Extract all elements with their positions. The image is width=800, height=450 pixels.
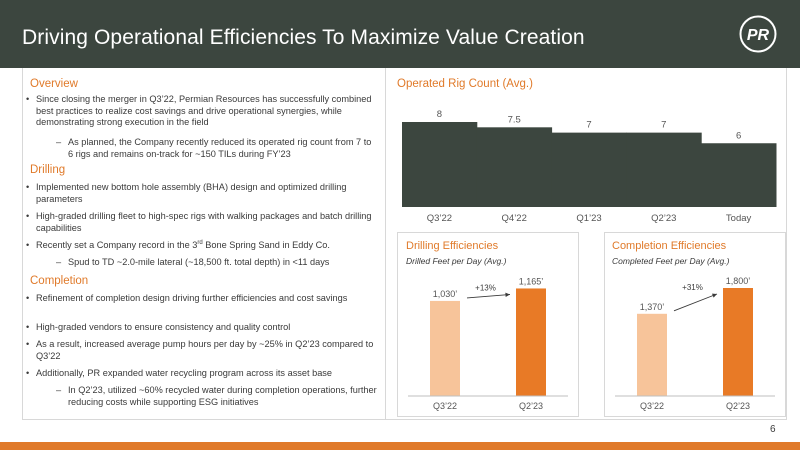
dash-icon: – [56,137,62,147]
rig-count-bar-0 [402,122,478,207]
overview-bullet-1: • Since closing the merger in Q3’22, Per… [26,94,372,127]
drilling-value-label-1: 1,165’ [519,276,544,286]
drilling-change-arrow [466,294,511,299]
drilling-bar-0 [430,300,460,396]
rig-count-label-0: 8 [437,109,442,120]
column-divider [385,68,386,420]
overview-subbullet-1: – As planned, the Company recently reduc… [56,137,372,159]
drilling-efficiency-chart: 1,030’ Q3’22 1,165’ Q2’23 +13% [408,276,568,411]
completion-chart-title: Completion Efficiencies [612,240,727,252]
page-title: Driving Operational Efficiencies To Maxi… [22,26,585,49]
completion-category-0: Q3’22 [640,401,664,411]
completion-value-label-1: 1,800’ [726,276,751,286]
drilling-panel [397,232,579,417]
rig-count-category-4: Today [726,213,752,224]
drilling-category-0: Q3’22 [433,401,457,411]
completion-panel [604,232,786,417]
drilling-change-label: +13% [475,283,496,292]
drilling-bullet-2: • High-graded drilling fleet to high-spe… [26,211,372,233]
drilling-category-1: Q2’23 [519,401,543,411]
drilling-chart-subtitle: Drilled Feet per Day (Avg.) [406,256,507,266]
completion-efficiency-chart: 1,370’ Q3’22 1,800’ Q2’23 +31% [615,276,775,411]
bullet-icon: • [26,339,30,349]
company-logo: PR [739,15,777,53]
rig-count-chart: 8 Q3’22 7.5 Q4’22 7 Q1’23 7 Q2’23 6 Today [402,109,777,224]
bullet-icon: • [26,322,30,332]
bullet-icon: • [26,211,30,221]
rig-chart-title: Operated Rig Count (Avg.) [397,78,533,90]
completion-change-label: +31% [682,283,703,292]
drilling-bullet-1: • Implemented new bottom hole assembly (… [26,182,347,204]
page-number: 6 [770,424,776,435]
bullet-icon: • [26,293,30,303]
bullet-icon: • [26,94,30,104]
footer-accent-bar [0,442,800,450]
rig-count-category-1: Q4’22 [502,213,527,224]
completion-category-1: Q2’23 [726,401,750,411]
drilling-bullet-3: • Recently set a Company record in the 3… [26,239,330,250]
completion-bullet-4: • Additionally, PR expanded water recycl… [26,368,333,378]
completion-heading: Completion [30,275,89,287]
drilling-arrowhead-icon [505,292,510,297]
completion-arrowhead-icon [712,293,717,298]
rig-count-category-0: Q3’22 [427,213,452,224]
drilling-chart-title: Drilling Efficiencies [406,240,499,252]
completion-value-label-0: 1,370’ [640,302,665,312]
rig-count-bar-1 [476,127,553,207]
rig-count-category-2: Q1’23 [576,213,601,224]
rig-count-label-3: 7 [661,120,666,131]
logo-text: PR [747,27,770,44]
rig-count-label-1: 7.5 [508,114,521,125]
dash-icon: – [56,385,62,395]
completion-bullet-3: • As a result, increased average pump ho… [26,339,374,361]
bullet-icon: • [26,182,30,192]
overview-heading: Overview [30,78,78,90]
completion-bar-1 [723,288,753,396]
drilling-value-label-0: 1,030’ [433,289,458,299]
completion-bullet-1: • Refinement of completion design drivin… [26,293,348,303]
rig-count-label-2: 7 [586,120,591,131]
completion-bullet-2: • High-graded vendors to ensure consiste… [26,322,291,332]
bullet-icon: • [26,368,30,378]
rig-count-bar-2 [551,132,627,207]
header-bar: Driving Operational Efficiencies To Maxi… [0,0,800,68]
rig-count-label-4: 6 [736,130,741,141]
rig-count-category-3: Q2’23 [651,213,676,224]
bullet-icon: • [26,240,30,250]
drilling-heading: Drilling [30,164,66,176]
rig-count-bar-4 [701,143,777,207]
completion-subbullet-1: – In Q2’23, utilized ~60% recycled water… [56,385,377,407]
drilling-subbullet-1: – Spud to TD ~2.0-mile lateral (~18,500 … [56,257,330,267]
completion-chart-subtitle: Completed Feet per Day (Avg.) [612,256,730,266]
rig-count-bar-3 [626,132,702,207]
completion-change-arrow [673,293,718,312]
dash-icon: – [56,257,62,267]
content-frame [22,68,787,420]
completion-bar-0 [637,313,667,396]
drilling-bar-1 [516,288,546,396]
